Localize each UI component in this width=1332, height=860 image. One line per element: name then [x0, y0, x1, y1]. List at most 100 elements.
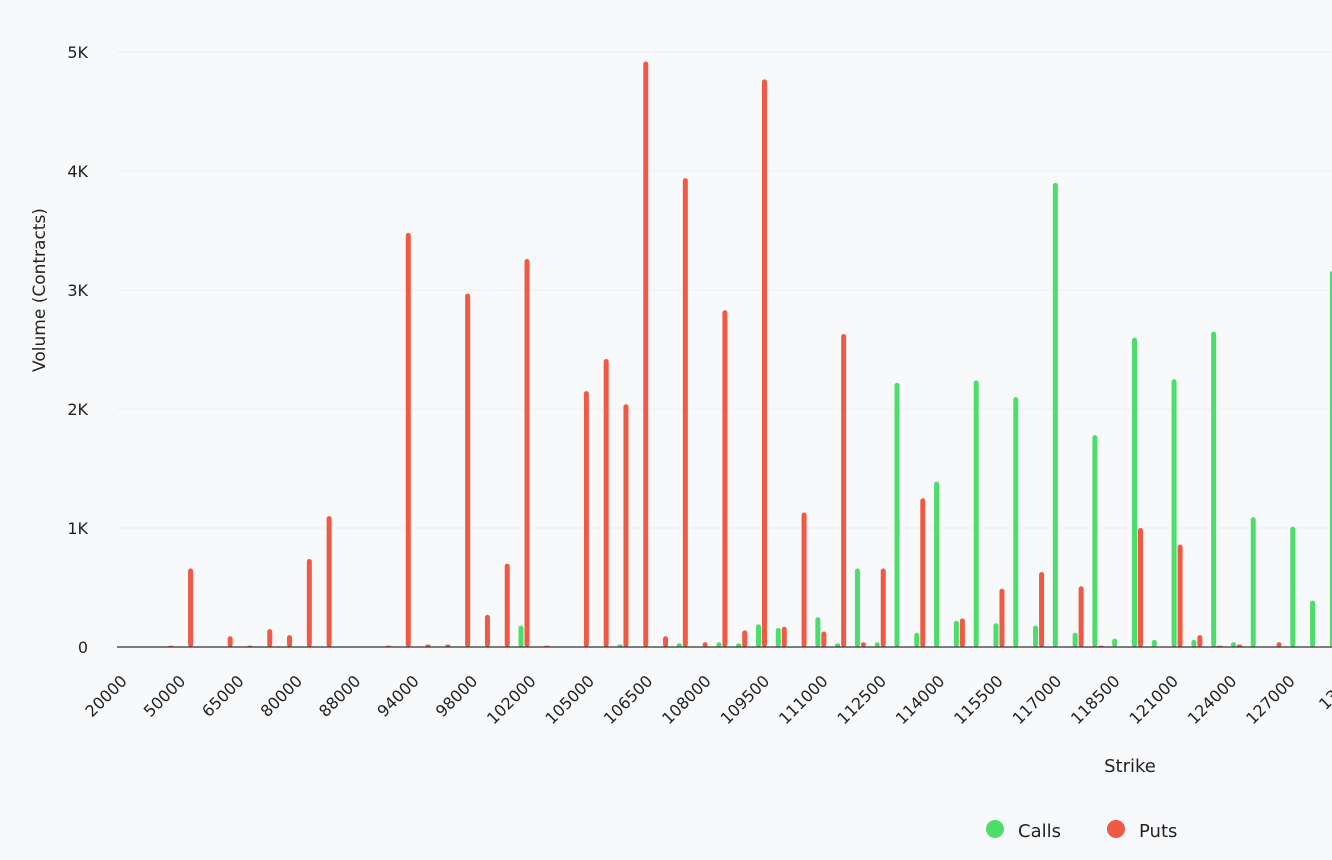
puts-bar [682, 178, 688, 647]
puts-bar [227, 636, 233, 647]
puts-bar [287, 635, 293, 647]
puts-bar [1177, 544, 1183, 647]
puts-bar [722, 310, 728, 647]
x-tick-label: 98000 [432, 671, 481, 720]
x-tick-label: 117000 [1009, 671, 1066, 728]
x-axis-ticks: 20000 50000 65000 80000 88000 94000 98000 10200… [81, 671, 1332, 728]
x-tick-label: 102000 [483, 671, 540, 728]
calls-bar [1072, 632, 1078, 647]
x-tick-label: 105000 [541, 671, 598, 728]
y-tick-label: 5K [67, 43, 88, 62]
calls-bar [973, 380, 979, 647]
puts-bar [603, 359, 609, 647]
x-axis-title: Strike [1104, 756, 1156, 777]
calls-bar [1329, 270, 1332, 647]
calls-bar [1112, 638, 1118, 647]
x-tick-label: 112500 [833, 671, 890, 728]
puts-bar [742, 630, 748, 647]
puts-bar [643, 61, 649, 647]
puts-bar [860, 642, 866, 647]
legend-calls-label: Calls [1018, 821, 1061, 842]
calls-bar [775, 627, 781, 647]
calls-bar [854, 568, 860, 647]
x-tick-label: 20000 [81, 671, 130, 720]
y-tick-label: 4K [67, 162, 88, 181]
puts-bar [583, 391, 589, 647]
puts-bar [702, 642, 708, 647]
x-tick-label: 65000 [198, 671, 247, 720]
x-tick-label: 114000 [892, 671, 949, 728]
puts-bar [267, 629, 273, 647]
calls-bar [953, 620, 959, 647]
calls-bar [1191, 639, 1197, 647]
legend-puts-label: Puts [1139, 821, 1177, 842]
x-tick-label: 118500 [1067, 671, 1124, 728]
calls-bar [716, 642, 722, 647]
x-tick-label: 50000 [140, 671, 189, 720]
calls-bar [874, 642, 880, 647]
puts-bar [1197, 635, 1203, 647]
puts-bar [1039, 572, 1045, 647]
gridlines [117, 51, 1332, 529]
calls-bar [755, 624, 761, 647]
puts-bar [465, 293, 471, 647]
puts-bar [405, 232, 411, 647]
x-tick-label: 109500 [717, 671, 774, 728]
calls-bar [835, 643, 841, 647]
y-axis-ticks: 0 1K 2K 3K 4K 5K [67, 43, 88, 657]
calls-bar [518, 625, 524, 647]
calls-bar [1250, 517, 1256, 647]
legend: Calls Puts [986, 820, 1177, 842]
calls-bar [736, 643, 742, 647]
bars [168, 61, 1332, 648]
calls-bar [894, 382, 900, 647]
y-axis-title: Volume (Contracts) [30, 208, 50, 372]
legend-item-calls[interactable]: Calls [986, 820, 1061, 842]
calls-bar [1052, 182, 1058, 647]
puts-bar [880, 568, 886, 647]
x-tick-label: 106500 [600, 671, 657, 728]
calls-bar [1033, 625, 1039, 647]
y-tick-label: 3K [67, 281, 88, 300]
puts-bar [959, 618, 965, 647]
calls-bar [676, 643, 682, 647]
calls-bar [1290, 526, 1296, 647]
x-tick-label: 108000 [658, 671, 715, 728]
calls-bar [934, 481, 940, 647]
puts-bar [663, 636, 669, 647]
calls-bar [1171, 379, 1177, 647]
puts-bar [1138, 528, 1143, 647]
puts-bar [761, 79, 767, 648]
calls-bar [993, 623, 999, 647]
calls-bar [1092, 435, 1098, 647]
puts-bar [841, 334, 847, 647]
x-tick-label: 94000 [373, 671, 422, 720]
calls-bar [815, 617, 821, 647]
x-tick-label: 124000 [1184, 671, 1241, 728]
puts-bar [326, 516, 332, 647]
calls-bar [1013, 397, 1019, 647]
puts-bar [999, 588, 1005, 647]
y-tick-label: 1K [67, 519, 88, 538]
x-tick-label: 115500 [950, 671, 1007, 728]
puts-bar [1276, 642, 1282, 647]
x-tick-label: 111000 [775, 671, 832, 728]
puts-bar [306, 558, 312, 647]
puts-bar [188, 568, 194, 647]
calls-bar [1310, 600, 1316, 647]
puts-bar [1078, 586, 1084, 647]
x-tick-label: 121000 [1125, 671, 1182, 728]
puts-bar [623, 404, 629, 647]
puts-bar [821, 631, 827, 647]
legend-calls-marker [986, 820, 1004, 838]
y-tick-label: 2K [67, 400, 88, 419]
puts-bar [484, 614, 490, 647]
puts-bar [801, 512, 807, 647]
x-tick-label: 127000 [1242, 671, 1299, 728]
legend-item-puts[interactable]: Puts [1107, 820, 1177, 842]
calls-bar [1211, 331, 1217, 647]
legend-puts-marker [1107, 820, 1125, 838]
puts-bar [781, 626, 787, 647]
